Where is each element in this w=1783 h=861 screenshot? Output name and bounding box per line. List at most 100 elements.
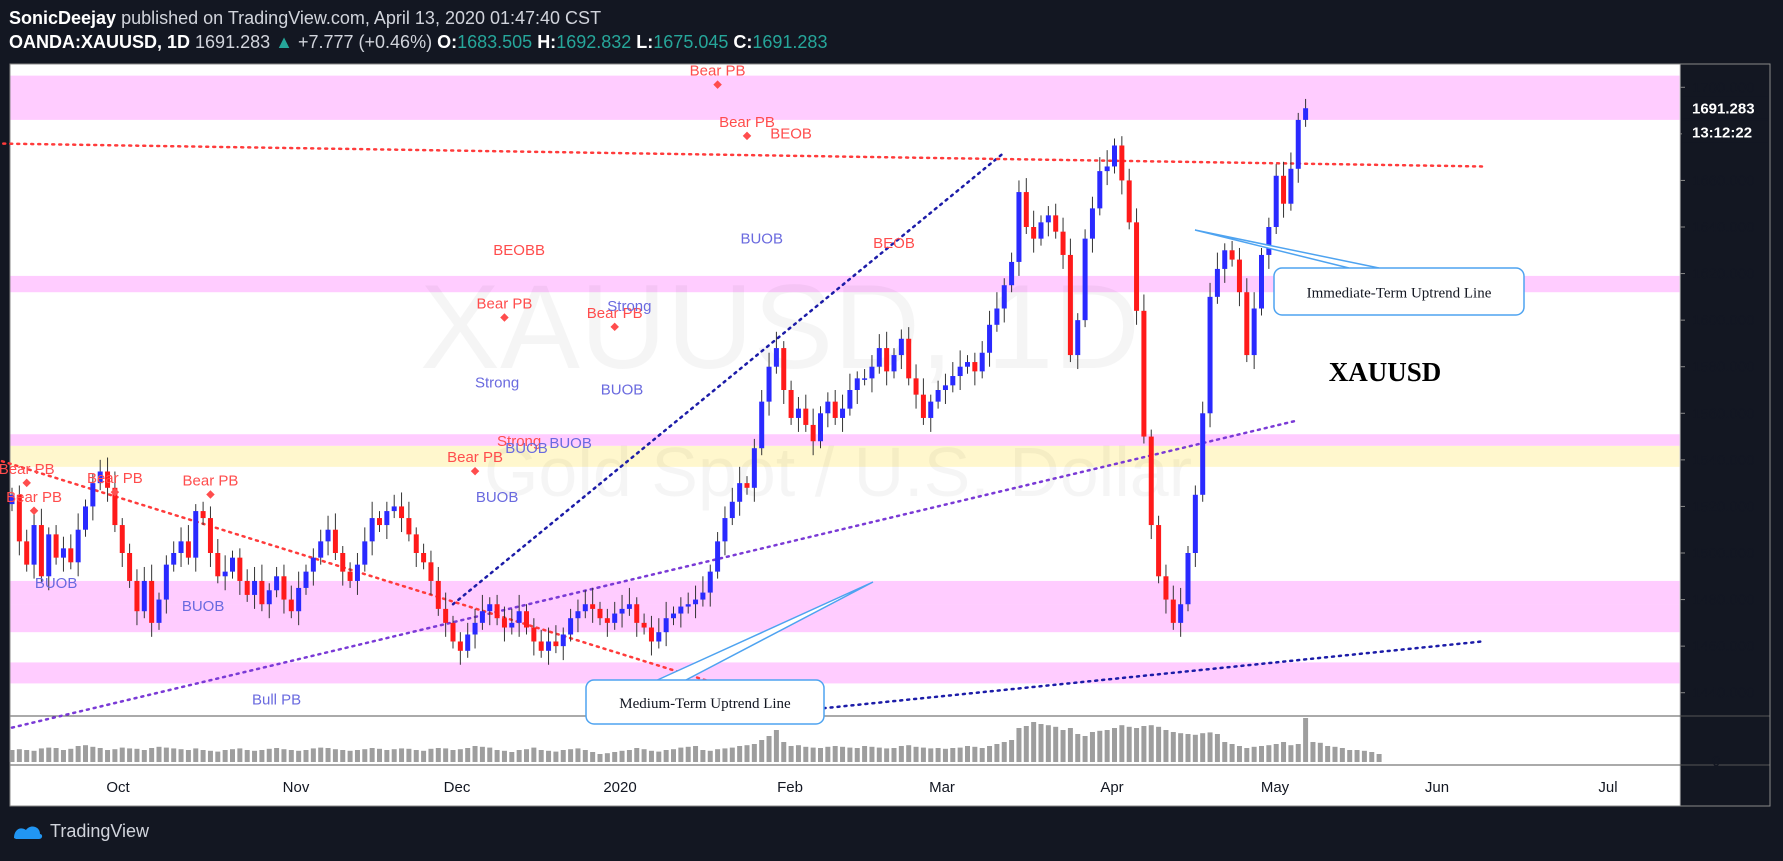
high-label: H: bbox=[537, 32, 557, 52]
candle-body bbox=[590, 604, 596, 609]
volume-bar bbox=[876, 747, 882, 762]
zone-yellow bbox=[10, 445, 1680, 467]
candle-body bbox=[619, 608, 625, 614]
volume-bar bbox=[1148, 725, 1154, 762]
volume-bar bbox=[494, 750, 500, 762]
candle-body bbox=[97, 471, 103, 484]
volume-bar bbox=[509, 752, 515, 762]
annotation-label: BEOB bbox=[873, 235, 915, 252]
volume-bar bbox=[906, 745, 912, 762]
candle-body bbox=[604, 618, 610, 623]
trendline[interactable] bbox=[10, 419, 1300, 729]
callout-box[interactable] bbox=[1273, 267, 1525, 316]
time-axis[interactable]: Oct Nov Dec 2020 Feb Mar Apr May Jun Jul bbox=[106, 779, 1617, 796]
candle-body bbox=[119, 525, 125, 553]
volume-bar bbox=[266, 748, 272, 762]
candle-body bbox=[656, 632, 662, 642]
volume-bar bbox=[472, 746, 478, 762]
candle-body bbox=[641, 622, 647, 628]
candle-body bbox=[935, 390, 941, 402]
y-tick-label: 1460.000 bbox=[1692, 638, 1755, 655]
volume-bar bbox=[685, 746, 691, 762]
volume-bar bbox=[60, 750, 66, 762]
candle-body bbox=[252, 580, 258, 595]
callouts: Immediate-Term Uptrend Line Medium-Term U… bbox=[585, 229, 1525, 725]
volume-bar bbox=[1016, 728, 1022, 762]
candle-body bbox=[1200, 413, 1206, 495]
volume-bar bbox=[1214, 734, 1220, 762]
volume-bar bbox=[1303, 718, 1309, 762]
candle-body bbox=[46, 534, 52, 577]
candle-body bbox=[1163, 576, 1169, 600]
y-tick-label: 1700.000 bbox=[1692, 79, 1755, 96]
open-value: 1683.505 bbox=[457, 32, 533, 52]
volume-bar bbox=[663, 750, 669, 762]
candle-body bbox=[913, 378, 919, 395]
candle-body bbox=[149, 580, 155, 623]
volume-bar bbox=[1259, 746, 1264, 762]
tradingview-logo-icon[interactable] bbox=[12, 820, 44, 842]
volume-bar bbox=[185, 750, 191, 762]
annotation-label: Bear PB bbox=[587, 305, 643, 322]
candle-body bbox=[193, 511, 199, 558]
bear-marker bbox=[470, 466, 480, 476]
volume-bar bbox=[149, 748, 155, 762]
volume-bar bbox=[450, 750, 456, 762]
volume-bar bbox=[671, 749, 676, 762]
volume-bar bbox=[942, 748, 948, 762]
volume-bar bbox=[230, 749, 235, 762]
volume-bar bbox=[840, 746, 846, 762]
candle-body bbox=[1001, 285, 1007, 309]
x-tick-label: Jul bbox=[1598, 779, 1617, 796]
volume-bar bbox=[965, 746, 970, 762]
candle-body bbox=[546, 641, 552, 651]
volume-bar bbox=[920, 747, 926, 762]
volume-bar bbox=[1031, 722, 1037, 762]
annotation-label: Strong bbox=[607, 298, 651, 315]
candle-body bbox=[1170, 599, 1176, 623]
volume-bar bbox=[406, 748, 412, 762]
symbol-label[interactable]: OANDA:XAUUSD, 1D bbox=[9, 32, 191, 52]
volume-bar bbox=[648, 750, 654, 762]
candle-body bbox=[230, 557, 235, 572]
volume-bar bbox=[1097, 730, 1103, 762]
volume-bar bbox=[479, 746, 485, 762]
annotation-label: BUOB bbox=[740, 230, 783, 247]
volume-bar bbox=[972, 746, 978, 762]
trendline[interactable] bbox=[451, 151, 1006, 606]
trendline[interactable] bbox=[0, 142, 1484, 168]
close-label: C: bbox=[733, 32, 753, 52]
candle-body bbox=[244, 580, 250, 595]
candle-body bbox=[288, 599, 294, 612]
watermark-symbol: XAUUSD, 1D bbox=[420, 260, 1140, 394]
trendline[interactable] bbox=[745, 640, 1484, 718]
author-name[interactable]: SonicDeejay bbox=[9, 8, 117, 28]
volume-bar bbox=[619, 750, 625, 762]
brand-name[interactable]: TradingView bbox=[50, 820, 150, 841]
zone-3 bbox=[10, 580, 1680, 605]
candle-body bbox=[472, 622, 478, 635]
callout-box[interactable] bbox=[585, 679, 825, 725]
price-tags: 1691.283 13:12:22 bbox=[1682, 96, 1768, 143]
candle-body bbox=[634, 604, 640, 623]
price-axis[interactable]: 1700.0001680.0001660.0001640.0001620.000… bbox=[1680, 79, 1755, 770]
volume-bar bbox=[288, 750, 294, 762]
countdown-tag bbox=[1682, 120, 1768, 143]
volume-bar bbox=[428, 748, 434, 762]
zone-4 bbox=[10, 604, 1680, 633]
volume-bar bbox=[75, 746, 81, 762]
volume-bar bbox=[1281, 742, 1287, 762]
volume-bar bbox=[296, 750, 302, 762]
volume-bar bbox=[891, 748, 897, 762]
candle-body bbox=[891, 355, 897, 372]
volume-bar bbox=[1192, 734, 1198, 762]
candle-body bbox=[406, 518, 412, 535]
volume-bar bbox=[347, 750, 353, 762]
volume-bar bbox=[362, 749, 368, 762]
chart-title: XAUUSD bbox=[1329, 357, 1442, 387]
annotation-label: BUOB bbox=[182, 598, 225, 615]
annotation-label: Bear PB bbox=[690, 63, 746, 80]
candle-body bbox=[759, 401, 765, 449]
last-price: 1691.283 bbox=[195, 32, 271, 52]
